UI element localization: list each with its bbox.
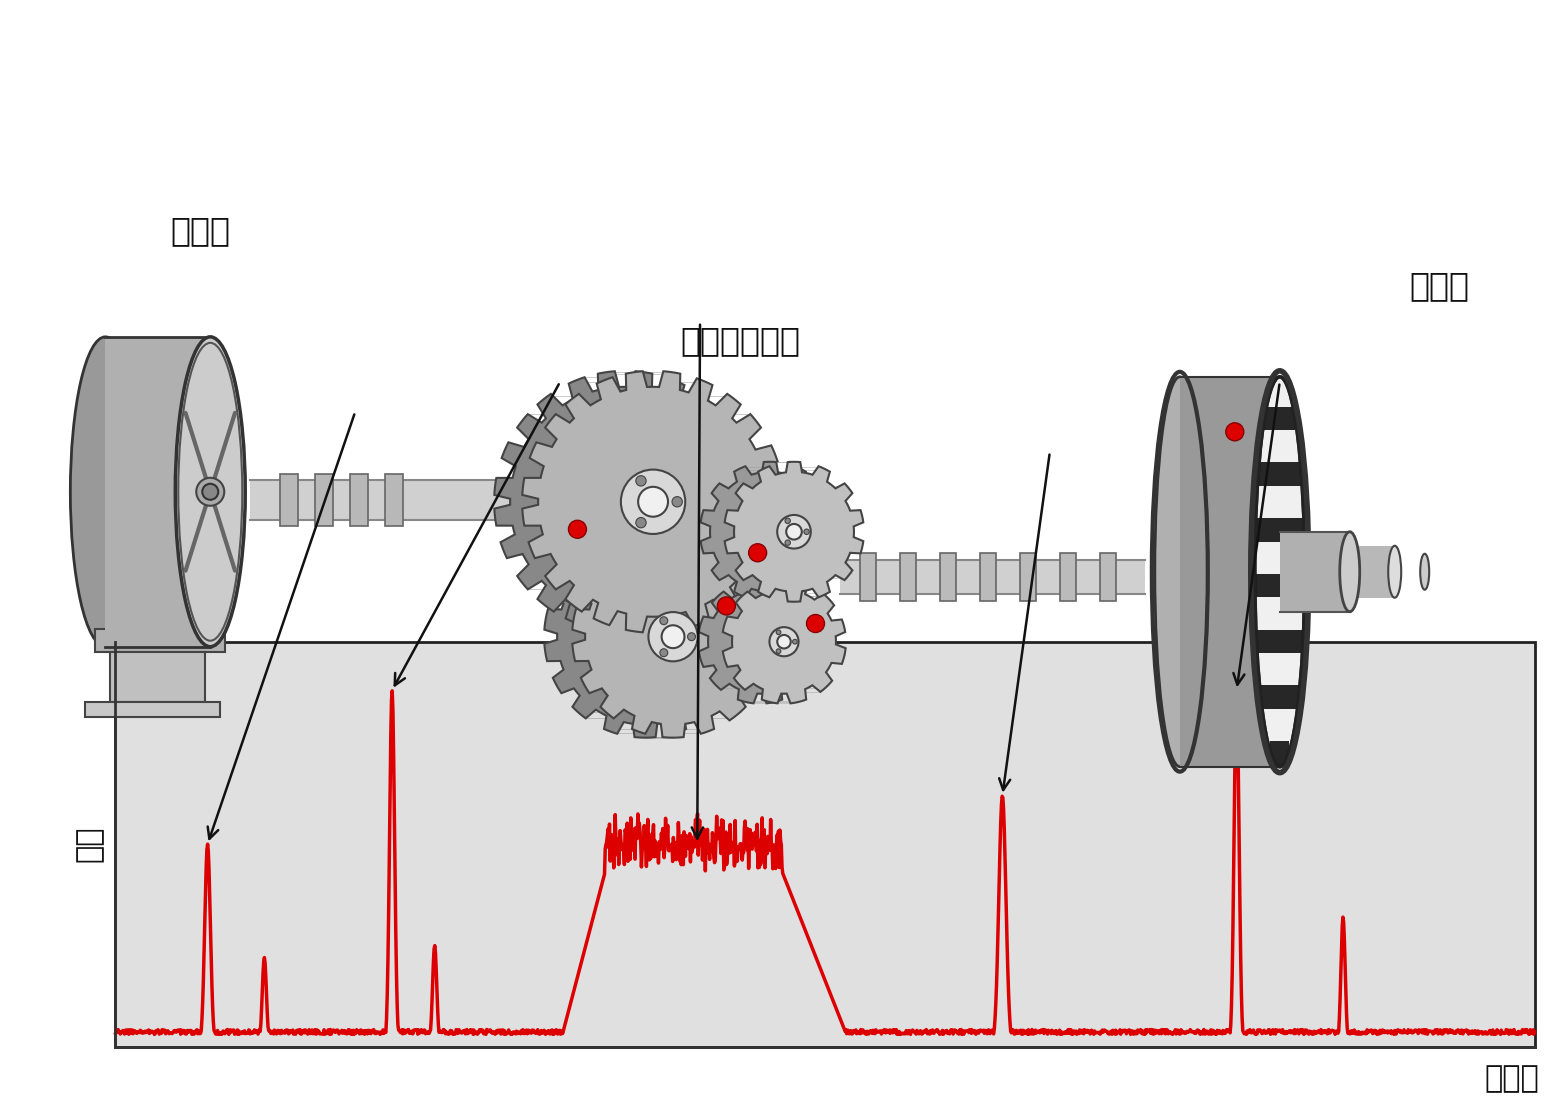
Circle shape: [661, 625, 684, 648]
Polygon shape: [1256, 629, 1303, 653]
Polygon shape: [85, 702, 221, 716]
Polygon shape: [1264, 407, 1295, 431]
Circle shape: [672, 497, 683, 507]
Polygon shape: [523, 371, 783, 633]
Circle shape: [806, 615, 825, 633]
Ellipse shape: [1254, 377, 1304, 767]
Circle shape: [659, 617, 667, 625]
Polygon shape: [940, 553, 955, 601]
Polygon shape: [700, 462, 839, 602]
Ellipse shape: [196, 478, 224, 506]
Ellipse shape: [202, 484, 218, 500]
Circle shape: [636, 476, 647, 486]
Polygon shape: [251, 479, 579, 520]
Text: ギアボックス: ギアボックス: [680, 324, 800, 357]
Polygon shape: [351, 474, 368, 526]
Circle shape: [1226, 423, 1243, 441]
Polygon shape: [105, 337, 210, 647]
Circle shape: [785, 518, 791, 523]
Circle shape: [749, 543, 767, 562]
Polygon shape: [315, 474, 334, 526]
Polygon shape: [723, 580, 846, 703]
Polygon shape: [1257, 463, 1301, 486]
Ellipse shape: [175, 337, 246, 647]
Polygon shape: [1261, 685, 1298, 709]
Circle shape: [777, 630, 781, 635]
Circle shape: [636, 518, 647, 528]
Polygon shape: [900, 553, 916, 601]
Polygon shape: [1060, 553, 1076, 601]
Polygon shape: [572, 536, 774, 737]
Polygon shape: [1270, 741, 1289, 765]
Polygon shape: [860, 553, 875, 601]
Circle shape: [769, 627, 799, 657]
Text: 振動数: 振動数: [1485, 1065, 1539, 1093]
Circle shape: [785, 540, 791, 545]
Circle shape: [620, 469, 686, 534]
Circle shape: [803, 529, 810, 534]
Ellipse shape: [1387, 545, 1402, 597]
Polygon shape: [1279, 532, 1350, 612]
Polygon shape: [385, 474, 402, 526]
Polygon shape: [1254, 574, 1304, 597]
Ellipse shape: [70, 337, 141, 647]
Polygon shape: [980, 553, 996, 601]
Circle shape: [659, 649, 667, 657]
Polygon shape: [1179, 377, 1279, 767]
Polygon shape: [280, 474, 298, 526]
Circle shape: [792, 639, 797, 644]
Circle shape: [568, 520, 586, 538]
Circle shape: [687, 633, 695, 640]
Polygon shape: [725, 462, 863, 602]
Circle shape: [777, 515, 811, 549]
Polygon shape: [495, 371, 756, 633]
Circle shape: [648, 612, 698, 661]
Circle shape: [777, 635, 791, 648]
Polygon shape: [116, 641, 1535, 1047]
Ellipse shape: [1420, 553, 1430, 590]
Circle shape: [637, 487, 669, 517]
Polygon shape: [1019, 553, 1035, 601]
Circle shape: [777, 649, 781, 653]
Text: モータ: モータ: [171, 214, 230, 247]
Polygon shape: [1256, 518, 1304, 542]
Polygon shape: [839, 560, 1145, 594]
Circle shape: [786, 523, 802, 540]
Circle shape: [717, 597, 736, 615]
Polygon shape: [110, 651, 205, 702]
Polygon shape: [698, 580, 822, 703]
Text: 振幅: 振幅: [74, 825, 103, 863]
Polygon shape: [1350, 545, 1395, 597]
Ellipse shape: [1154, 377, 1204, 767]
Ellipse shape: [1340, 532, 1359, 612]
Polygon shape: [1099, 553, 1117, 601]
Text: ファン: ファン: [1409, 269, 1470, 302]
Polygon shape: [545, 536, 745, 737]
Polygon shape: [96, 629, 226, 651]
